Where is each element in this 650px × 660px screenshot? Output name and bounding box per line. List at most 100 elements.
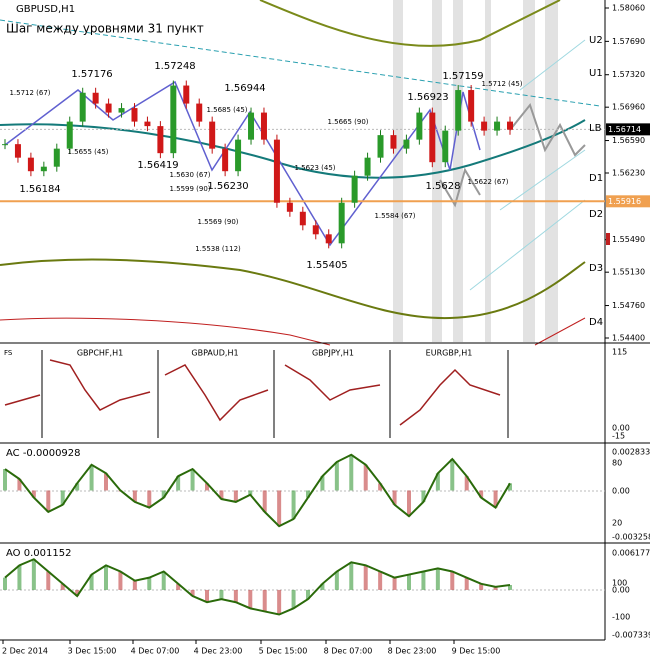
ac-bar [31, 490, 36, 498]
ao-bar [248, 589, 253, 609]
level-label: D2 [589, 209, 603, 220]
candle [40, 166, 47, 172]
ac-bar [147, 490, 152, 508]
ao-bar [118, 571, 123, 590]
time-label: 5 Dec 15:00 [259, 647, 308, 656]
ac-bar [219, 490, 224, 500]
price-label: 1.54760 [612, 301, 645, 310]
annotation: 1.5630 (67) [169, 171, 210, 179]
candle [468, 90, 475, 122]
ao-bar [60, 583, 65, 590]
candle [209, 121, 216, 149]
candle [196, 103, 203, 122]
ac-scale: 0.002833 [612, 448, 650, 457]
annotation: 1.56923 [407, 92, 448, 103]
time-label: 4 Dec 07:00 [131, 647, 180, 656]
price-label: 1.55490 [612, 235, 645, 244]
panel-separators [0, 342, 650, 641]
price-label: 1.54400 [612, 334, 645, 343]
ac-bar [291, 490, 296, 520]
candle [390, 135, 397, 149]
ac-bar [407, 490, 411, 517]
ac-bar [479, 490, 484, 498]
ac-bar [493, 490, 498, 508]
level-label: D1 [589, 173, 603, 184]
annotation: 1.5623 (45) [294, 164, 335, 172]
ac-bar [435, 473, 440, 491]
price-label: 1.57320 [612, 70, 645, 79]
annotation: 1.57176 [71, 69, 112, 80]
ac-bar [262, 490, 267, 512]
ao-bar [219, 589, 224, 600]
candle [481, 121, 488, 131]
candle [494, 121, 501, 131]
ao-bar [262, 589, 267, 612]
ao-bar [205, 589, 209, 603]
price-label: 1.56960 [612, 103, 645, 112]
ac-bar [508, 483, 512, 491]
annotation: 1.5584 (67) [374, 212, 415, 220]
fs-symbol: GBPAUD,H1 [191, 349, 238, 358]
ao-scale: 0.006177 [612, 549, 650, 558]
annotation: 1.57248 [154, 61, 195, 72]
level-label: D4 [589, 317, 603, 328]
ao-bar [132, 580, 137, 590]
candle [144, 121, 151, 127]
candle [66, 121, 73, 149]
ac-label: AC -0.0000928 [6, 448, 81, 459]
fs-symbol: GBPJPY,H1 [312, 349, 354, 358]
level-label: U2 [589, 35, 603, 46]
fs-symbol: GBPCHF,H1 [77, 349, 123, 358]
candle [27, 157, 34, 172]
ao-bar [3, 577, 7, 590]
ac-bar [205, 483, 209, 491]
candle [364, 157, 371, 176]
fs-lines [4, 359, 501, 426]
candle [157, 126, 164, 154]
fs-scale: 0.00 [612, 424, 630, 433]
ao-bar [349, 562, 354, 590]
ao-bar [161, 571, 166, 590]
marker [606, 233, 610, 245]
time-label: 4 Dec 23:00 [194, 647, 243, 656]
fs-scale: 115 [612, 348, 627, 357]
ac-bar [378, 483, 383, 491]
candle [455, 90, 462, 131]
ao-scale: -100 [612, 613, 630, 622]
level-label: LB [589, 123, 602, 134]
candle [118, 108, 125, 113]
ac-bar [104, 473, 108, 491]
ao-bar [421, 571, 426, 590]
annotation: 1.56184 [19, 184, 60, 195]
ao-bar [46, 571, 51, 590]
annotation: 1.5685 (45) [206, 106, 247, 114]
ac-scale: 0.00 [612, 487, 630, 496]
ao-bar [508, 585, 512, 590]
ac-bar [363, 464, 368, 491]
ao-scale: 100 [612, 579, 627, 588]
ao-bar [479, 583, 484, 590]
time-label: 2 Dec 2014 [2, 647, 48, 656]
candle [416, 112, 423, 140]
ao-bar [392, 577, 397, 590]
candle [299, 211, 306, 226]
price-label: 1.56590 [612, 136, 645, 145]
ao-bar [190, 589, 195, 597]
ao-bar [277, 589, 282, 615]
fs-symbol: EURGBP,H1 [426, 349, 473, 358]
candle [260, 112, 267, 140]
ac-bar [334, 461, 339, 491]
subtitle: Шаг между уровнями 31 пункт [6, 22, 204, 36]
ao-bar [75, 589, 80, 597]
ao-bar [464, 577, 469, 590]
candle [14, 144, 21, 158]
ac-bar [421, 490, 426, 502]
ac-bar [75, 483, 80, 491]
annotation: 1.5655 (45) [67, 148, 108, 156]
ao-bar [435, 568, 440, 590]
candle [403, 139, 410, 149]
ao-bar [31, 559, 36, 590]
current-box [606, 123, 650, 136]
candle [286, 202, 293, 212]
